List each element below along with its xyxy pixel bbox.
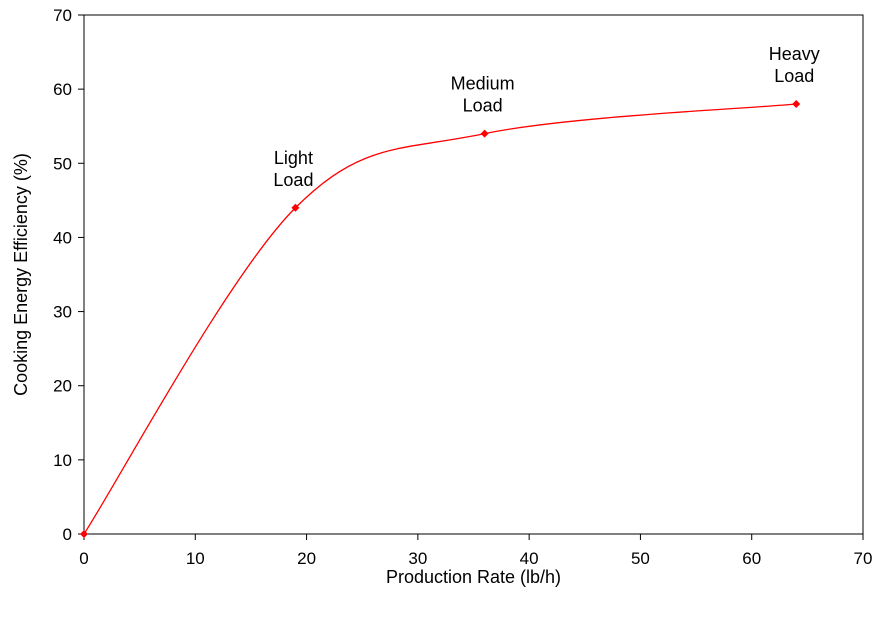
series-markers — [80, 99, 801, 538]
annotation-line: Load — [273, 170, 313, 190]
x-tick-label: 50 — [631, 549, 650, 568]
x-tick-label: 0 — [79, 549, 88, 568]
data-point-marker — [480, 129, 489, 138]
x-tick-label: 20 — [297, 549, 316, 568]
x-axis-title: Production Rate (lb/h) — [386, 567, 561, 587]
series-line — [83, 103, 797, 535]
y-tick-label: 30 — [53, 303, 72, 322]
y-tick-label: 70 — [53, 6, 72, 25]
x-tick-label: 40 — [520, 549, 539, 568]
x-tick-label: 10 — [186, 549, 205, 568]
annotation-line: Medium — [451, 74, 515, 94]
annotation-line: Load — [774, 66, 814, 86]
x-tick-label: 30 — [408, 549, 427, 568]
x-axis-ticks: 0 10 20 30 40 50 60 70 — [79, 534, 872, 568]
plot-frame — [83, 14, 864, 535]
x-tick-label: 60 — [742, 549, 761, 568]
annotation-line: Light — [274, 148, 313, 168]
y-axis-ticks: 0 10 20 30 40 50 60 70 — [53, 6, 84, 544]
annotation-line: Heavy — [769, 44, 820, 64]
y-axis-title: Cooking Energy Efficiency (%) — [11, 153, 31, 396]
y-tick-label: 10 — [53, 451, 72, 470]
y-tick-label: 40 — [53, 228, 72, 247]
y-tick-label: 0 — [63, 525, 72, 544]
data-point-marker — [792, 99, 801, 108]
y-tick-label: 20 — [53, 377, 72, 396]
y-tick-label: 60 — [53, 80, 72, 99]
data-point-marker — [80, 530, 88, 538]
data-point-marker — [291, 203, 300, 212]
x-tick-label: 70 — [854, 549, 873, 568]
y-tick-label: 50 — [53, 154, 72, 173]
annotation-label: Heavy Load — [769, 44, 820, 86]
annotation-label: Light Load — [273, 148, 313, 190]
annotation-label: Medium Load — [451, 74, 515, 116]
annotation-line: Load — [463, 96, 503, 116]
